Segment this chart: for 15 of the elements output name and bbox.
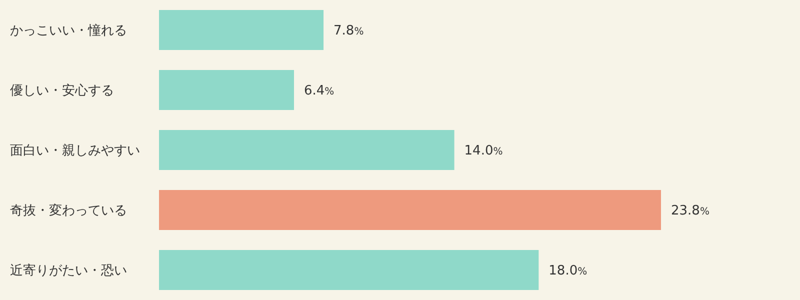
y-tick-label: かっこいい・憧れる — [10, 24, 127, 39]
bar — [159, 130, 454, 170]
data-label: 7.8% — [334, 24, 364, 39]
data-label: 18.0% — [548, 264, 588, 279]
y-tick-label: 近寄りがたい・恐い — [10, 262, 127, 279]
y-tick-label: 面白い・親しみやすい — [10, 144, 140, 159]
y-tick-label: 優しい・安心する — [10, 82, 114, 99]
bar — [159, 70, 294, 110]
data-label: 6.4% — [304, 84, 334, 99]
y-tick-label: 奇抜・変わっている — [10, 202, 127, 219]
bar — [159, 190, 661, 230]
data-label: 14.0% — [464, 144, 503, 159]
bar — [159, 10, 324, 50]
bar — [159, 250, 539, 290]
data-label: 23.8% — [671, 204, 710, 219]
